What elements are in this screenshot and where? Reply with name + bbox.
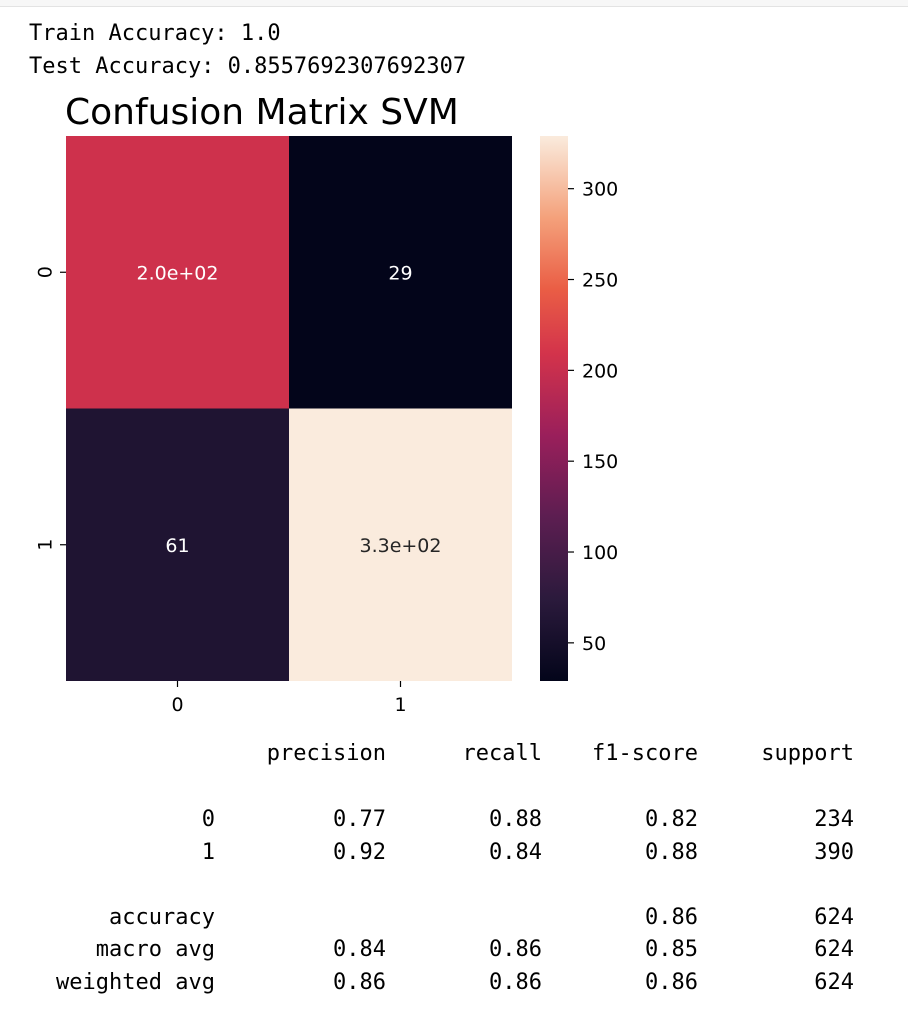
report-header-precision: precision [266,741,386,766]
report-f1-score: 0.88 [645,840,698,865]
report-row-label: 0 [201,807,215,832]
report-support: 624 [814,970,854,995]
report-recall: 0.86 [489,970,542,995]
cell-annotation: 2.0e+02 [136,262,218,284]
report-header-support: support [761,741,854,766]
report-row-label: 1 [201,840,215,865]
report-f1-score: 0.86 [645,905,698,930]
report-support: 234 [814,807,854,832]
report-header-f1-score: f1-score [592,741,698,766]
report-f1-score: 0.85 [645,937,698,962]
report-row-label: macro avg [95,937,215,962]
heatmap-cell [289,136,512,409]
report-f1-score: 0.86 [645,970,698,995]
report-f1-score: 0.82 [645,807,698,832]
heatmap-cell [66,136,289,409]
report-header-recall: recall [462,741,542,766]
colorbar-tick-label: 50 [582,633,606,655]
colorbar-tick-label: 250 [582,270,618,292]
cell-top-border [0,0,908,7]
report-row-label: weighted avg [56,970,215,995]
chart-title: Confusion Matrix SVM [65,92,459,133]
report-support: 390 [814,840,854,865]
colorbar-tick-label: 150 [582,451,618,473]
report-recall: 0.84 [489,840,542,865]
heatmap-cell [66,408,289,681]
report-precision: 0.77 [333,807,386,832]
report-recall: 0.86 [489,937,542,962]
y-tick-label: 1 [35,539,57,551]
report-precision: 0.84 [333,937,386,962]
colorbar-tick-label: 200 [582,360,618,382]
train-accuracy-text: Train Accuracy: 1.0 [29,21,281,46]
cell-annotation: 3.3e+02 [359,535,441,557]
test-accuracy-text: Test Accuracy: 0.8557692307692307 [29,54,467,79]
x-tick-label: 1 [394,694,406,716]
heatmap-cell [289,408,512,681]
report-row-label: accuracy [109,905,215,930]
x-tick-label: 0 [171,694,183,716]
report-support: 624 [814,937,854,962]
y-tick-label: 0 [35,266,57,278]
report-recall: 0.88 [489,807,542,832]
colorbar [540,136,568,681]
report-precision: 0.86 [333,970,386,995]
cell-annotation: 61 [165,535,189,557]
report-precision: 0.92 [333,840,386,865]
cell-annotation: 29 [388,262,412,284]
colorbar-tick-label: 100 [582,542,618,564]
report-support: 624 [814,905,854,930]
colorbar-tick-label: 300 [582,179,618,201]
